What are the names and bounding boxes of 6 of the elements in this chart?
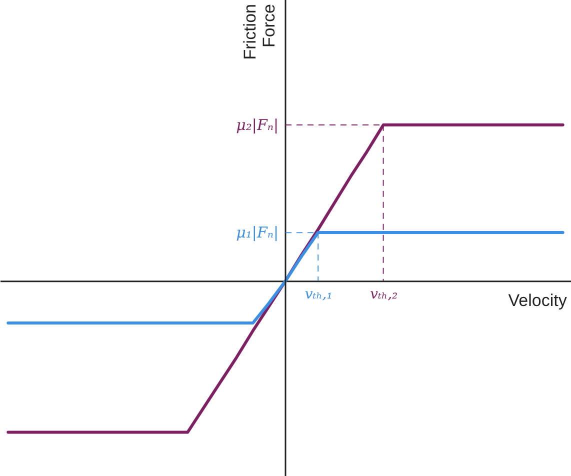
x-axis-title: Velocity <box>508 290 568 310</box>
y-axis-title: Friction Force <box>240 4 278 60</box>
x-tick-label: vₜₕ,₁ <box>304 286 332 302</box>
annotation: μ₂|Fₙ| <box>236 116 278 134</box>
x-tick-label: vₜₕ,₂ <box>370 286 398 302</box>
annotation: μ₁|Fₙ| <box>236 224 278 242</box>
